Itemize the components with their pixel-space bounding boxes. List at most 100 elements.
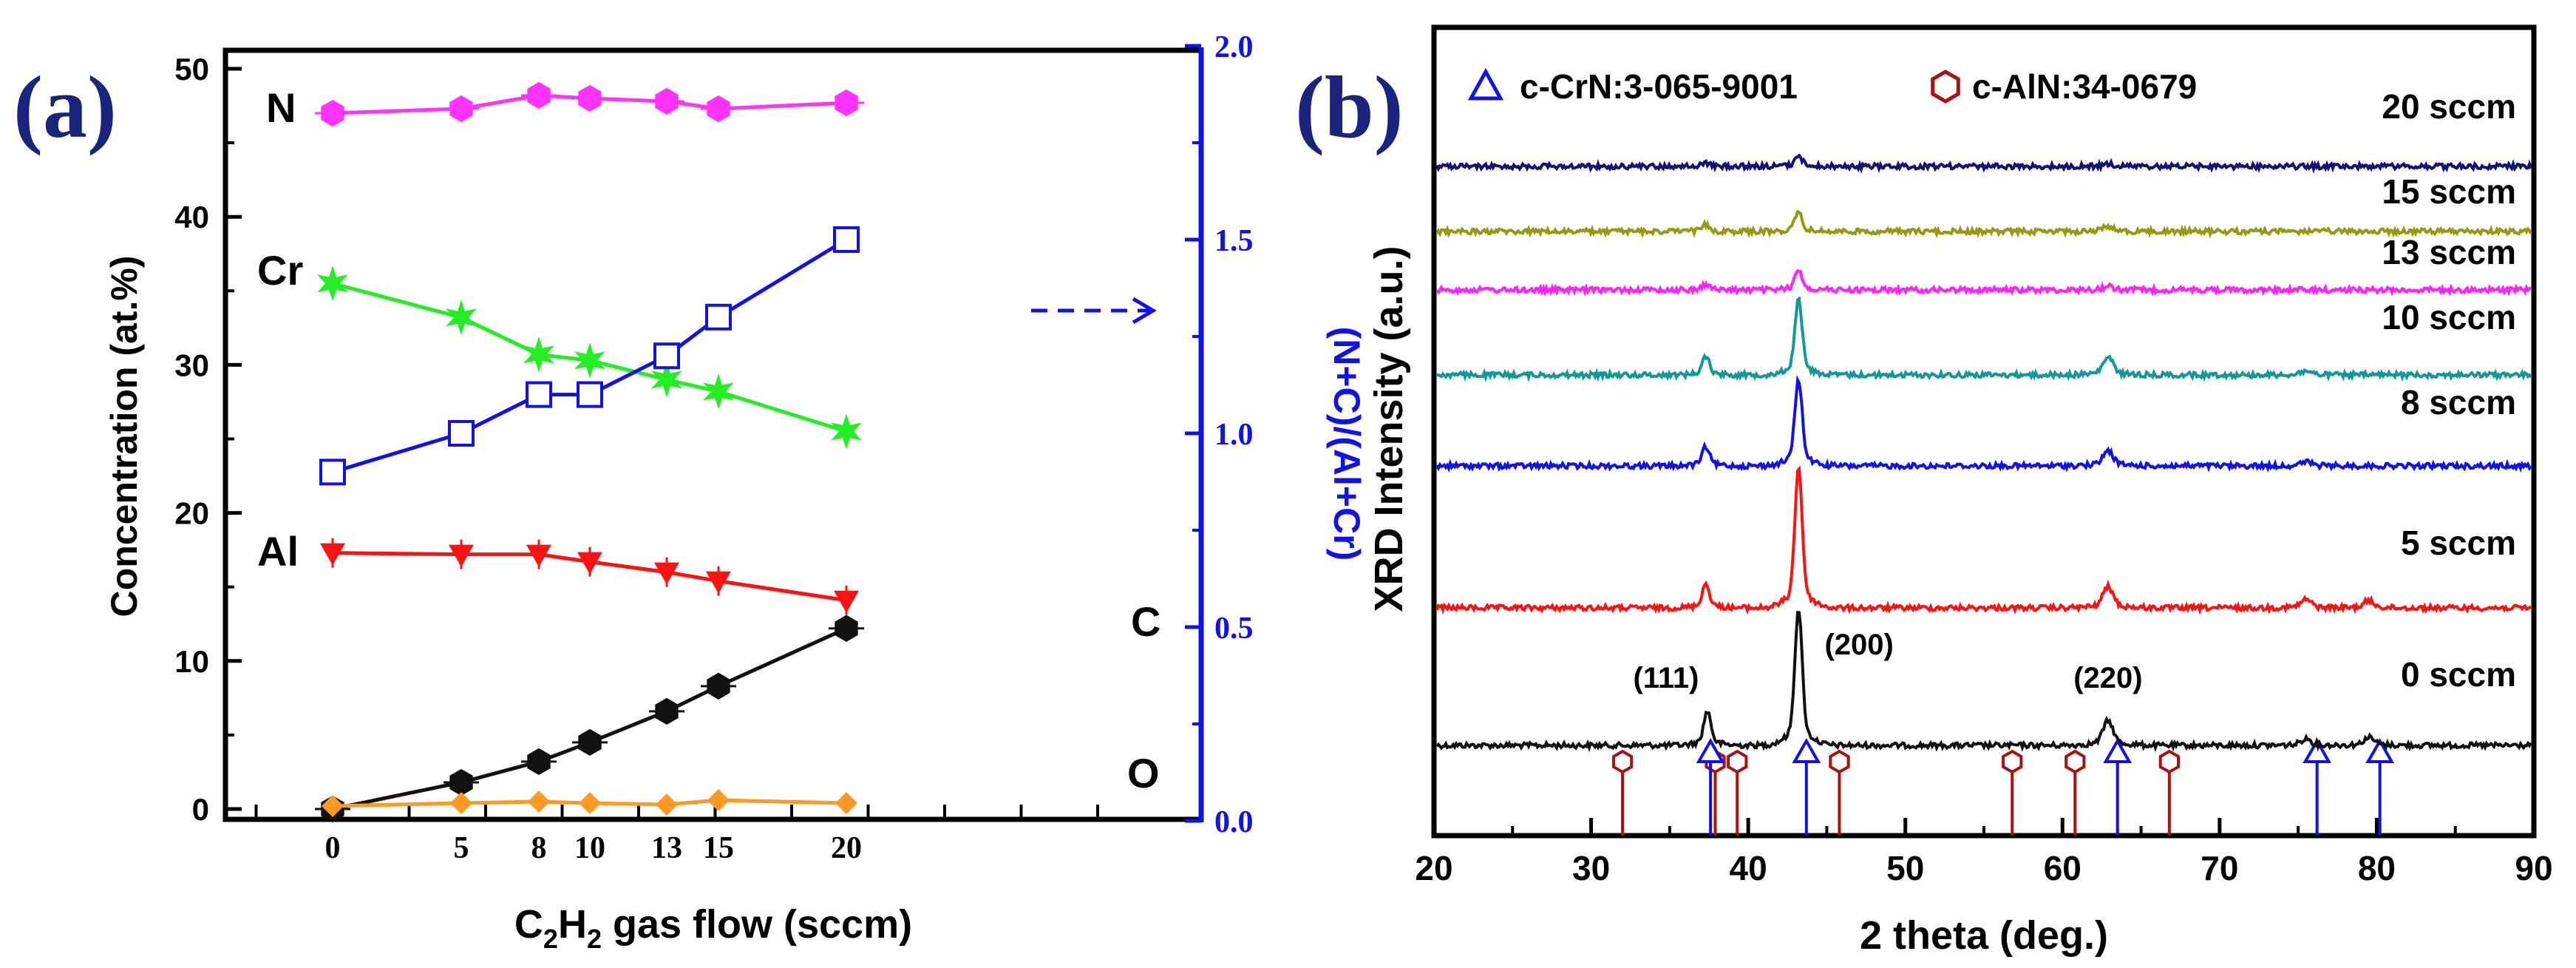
y2-tick-label: 1.5	[1214, 224, 1254, 258]
data-point-n-c-al-cr	[577, 381, 603, 408]
series-c	[315, 615, 864, 823]
series-label-n: N	[266, 84, 296, 131]
xrd-x-tick-label: 90	[2515, 849, 2552, 887]
series-label-al: Al	[257, 528, 299, 575]
panel-a-frame	[222, 47, 1204, 822]
data-point-n-c-al-cr	[705, 303, 732, 331]
data-point-o	[450, 791, 472, 814]
triangle-marker-icon	[2365, 737, 2395, 763]
y2-tick-label: 0.0	[1214, 805, 1254, 839]
y-axis-title: Concentration (at.%)	[103, 256, 145, 617]
x-axis-title: C2H2 gas flow (sccm)	[514, 902, 912, 954]
xrd-x-tick-label: 70	[2201, 849, 2238, 887]
peak-label: (111)	[1634, 662, 1699, 694]
xrd-pattern-5-sccm	[1435, 465, 2532, 615]
data-point-o	[656, 793, 678, 816]
series-o	[322, 788, 857, 817]
xrd-pattern-10-sccm	[1436, 296, 2532, 383]
legend-aln-label: c-AlN:34-0679	[1972, 67, 2197, 106]
xrd-x-tick-label: 80	[2358, 849, 2396, 887]
panel-b: (b) 20 30 40 50 60 70 80 90 0 sccm 5 sccm 8 sccm 1…	[1295, 24, 2553, 958]
y-tick-label: 20	[174, 496, 209, 531]
xrd-x-axis-title: 2 theta (deg.)	[1860, 913, 2108, 958]
series-line-c	[332, 626, 848, 811]
series-n	[315, 81, 864, 127]
data-point-n-c-al-cr	[653, 342, 680, 370]
panel-a-label: (a)	[13, 58, 117, 156]
peak-label: (200)	[1824, 629, 1893, 661]
x-tick-label: 5	[454, 831, 469, 865]
xrd-x-tick-label: 30	[1572, 849, 1610, 887]
xrd-y-axis-title: XRD Intensity (a.u.)	[1367, 246, 1411, 612]
x-ticks: 0 5 8 10 13 15 20	[254, 805, 1099, 865]
panel-b-frame	[1431, 24, 2537, 839]
data-point-n-c-al-cr	[526, 381, 552, 408]
data-point-cr	[703, 373, 734, 410]
hexagon-marker-icon	[1727, 749, 1748, 774]
data-point-o	[528, 790, 550, 813]
reference-lines	[1612, 737, 2395, 836]
xrd-patterns	[1435, 153, 2532, 753]
series-n-c-al-cr	[319, 226, 860, 486]
y2-axis-title: (N+C)/(Al+Cr)	[1326, 327, 1367, 561]
pattern-label-0-sccm: 0 sccm	[2401, 655, 2516, 694]
x-tick-label: 13	[651, 831, 682, 865]
pattern-label-20-sccm: 20 sccm	[2382, 87, 2516, 126]
triangle-marker-icon	[2303, 737, 2332, 763]
hexagon-marker-icon	[1931, 70, 1960, 104]
data-point-n-c-al-cr	[833, 226, 860, 253]
hexagon-marker-icon	[2158, 749, 2180, 774]
y-tick-label: 40	[174, 200, 209, 234]
data-point-o	[322, 794, 344, 817]
hexagon-marker-icon	[1612, 749, 1634, 774]
series-labels: N Cr Al C O	[257, 84, 1160, 796]
x-tick-label: 10	[574, 831, 605, 865]
xrd-x-ticks: 20 30 40 50 60 70 80 90	[1415, 818, 2553, 887]
peak-labels: (111) (200) (220)	[1634, 629, 2143, 694]
data-point-n-c-al-cr	[319, 458, 346, 486]
peak-label: (220)	[2073, 662, 2142, 694]
y-tick-label: 10	[174, 644, 209, 679]
series-cr	[317, 265, 862, 450]
hexagon-marker-icon	[2064, 749, 2086, 774]
series-label-o: O	[1127, 750, 1160, 796]
triangle-marker-icon	[1467, 67, 1504, 101]
left-y-ticks: 0 10 20 30 40 50	[174, 52, 242, 827]
panel-a-series	[315, 81, 864, 823]
triangle-marker-icon	[1792, 737, 1821, 763]
pattern-label-15-sccm: 15 sccm	[2382, 172, 2516, 211]
y-tick-label: 50	[174, 52, 209, 87]
xrd-x-tick-label: 40	[1730, 849, 1767, 887]
x-tick-label: 20	[831, 831, 862, 865]
triangle-marker-icon	[1696, 737, 1725, 763]
data-point-n-c-al-cr	[448, 420, 475, 447]
pattern-label-10-sccm: 10 sccm	[2382, 298, 2516, 336]
right-y-ticks: 0.0 0.5 1.0 1.5 2.0	[1185, 30, 1254, 839]
panel-b-label: (b)	[1295, 58, 1404, 156]
pattern-label-5-sccm: 5 sccm	[2401, 524, 2516, 562]
xrd-pattern-13-sccm	[1435, 268, 2532, 297]
legend: c-CrN:3-065-9001 c-AlN:34-0679	[1467, 67, 2197, 106]
arrow-head-icon	[1132, 297, 1157, 325]
y-tick-label: 0	[192, 792, 209, 827]
triangle-marker-icon	[2103, 737, 2132, 763]
pattern-label-13-sccm: 13 sccm	[2382, 233, 2516, 271]
hexagon-marker-icon	[2002, 749, 2023, 774]
series-label-cr: Cr	[257, 247, 303, 294]
xrd-pattern-0-sccm	[1435, 611, 2532, 753]
data-point-o	[835, 791, 857, 814]
y2-tick-label: 1.0	[1214, 418, 1254, 452]
xrd-x-tick-label: 20	[1415, 849, 1452, 887]
y2-tick-label: 0.5	[1214, 612, 1254, 646]
series-label-c: C	[1131, 598, 1160, 645]
x-tick-label: 8	[531, 831, 547, 865]
data-point-cr	[317, 265, 348, 302]
xrd-x-tick-label: 50	[1886, 849, 1924, 887]
pattern-label-8-sccm: 8 sccm	[2401, 383, 2516, 422]
data-point-cr	[831, 413, 862, 450]
data-point-o	[707, 788, 730, 811]
y2-tick-label: 2.0	[1214, 30, 1254, 64]
x-tick-label: 0	[325, 831, 341, 865]
panel-a: (a) 0 10 20 30 40 50 0.0 0.5 1.0 1.5 2.0 0 5 8 10 13 1…	[13, 30, 1367, 954]
